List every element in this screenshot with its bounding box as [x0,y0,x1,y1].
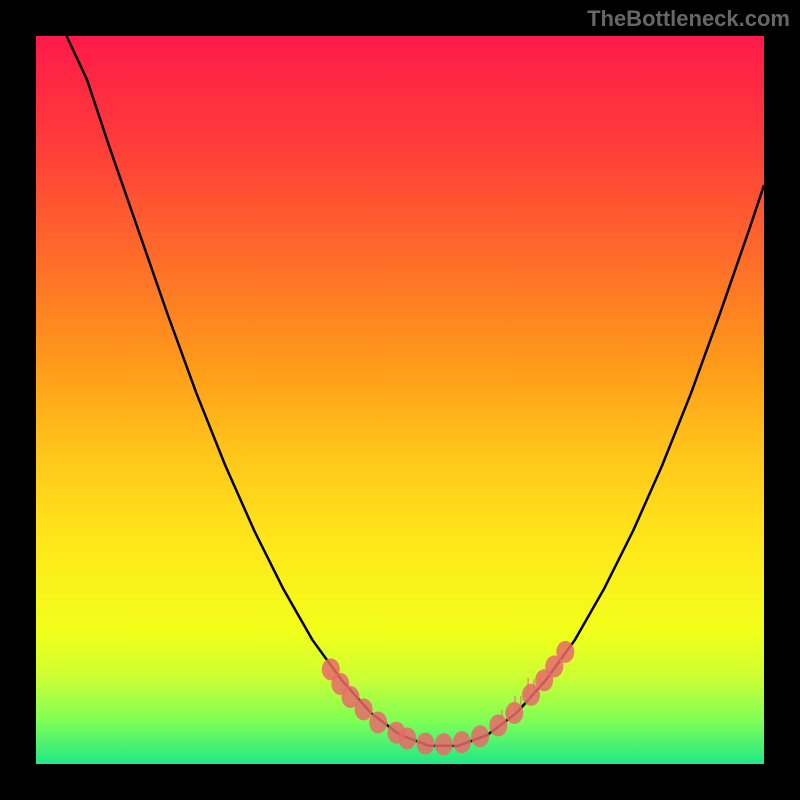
watermark-text: TheBottleneck.com [587,6,790,32]
chart-container: TheBottleneck.com [0,0,800,800]
curve-marker [505,702,523,724]
curve-marker [471,725,489,747]
curve-marker [556,641,574,663]
bottleneck-chart [0,0,800,800]
chart-background [36,36,764,764]
curve-marker [435,733,453,755]
curve-marker [417,733,435,755]
curve-marker [369,712,387,734]
curve-marker [398,728,416,750]
curve-marker [489,714,507,736]
curve-marker [453,731,471,753]
curve-marker [355,698,373,720]
